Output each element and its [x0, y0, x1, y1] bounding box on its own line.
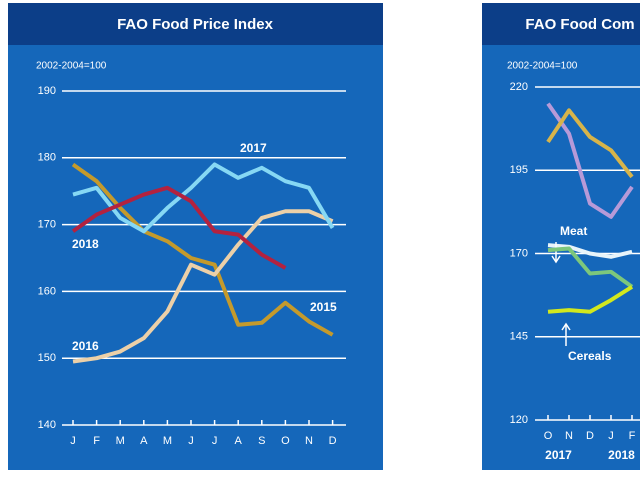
subtitle: 2002-2004=100	[507, 61, 578, 72]
x-tick-label: J	[212, 435, 218, 447]
year-label: 2018	[608, 448, 635, 462]
series-label: 2015	[310, 300, 337, 314]
y-tick-label: 195	[510, 164, 528, 176]
title-bar	[8, 3, 383, 45]
y-tick-label: 170	[38, 219, 56, 231]
x-tick-label: O	[281, 435, 290, 447]
x-tick-label: O	[544, 430, 553, 442]
series-line	[546, 108, 634, 179]
x-tick-label: D	[329, 435, 337, 447]
y-tick-label: 145	[510, 331, 528, 343]
series-line	[72, 209, 334, 364]
x-tick-label: A	[235, 435, 243, 447]
y-tick-label: 120	[510, 414, 528, 426]
title-bar	[482, 3, 640, 45]
series-line	[71, 162, 334, 337]
chart-title: FAO Food Price Index	[117, 16, 274, 33]
y-tick-label: 150	[38, 352, 56, 364]
x-tick-label: J	[188, 435, 194, 447]
series-line	[72, 162, 335, 234]
series-label: 2016	[72, 339, 99, 353]
series-line	[547, 246, 634, 289]
series-label: Meat	[560, 224, 587, 238]
x-tick-label: M	[163, 435, 172, 447]
y-tick-label: 220	[510, 81, 528, 93]
arrow-head	[551, 255, 561, 264]
x-tick-label: J	[70, 435, 76, 447]
y-tick-label: 190	[38, 85, 56, 97]
y-tick-label: 170	[510, 247, 528, 259]
x-tick-label: N	[305, 435, 313, 447]
y-tick-label: 160	[38, 285, 56, 297]
x-tick-label: J	[608, 430, 614, 442]
chart-title: FAO Food Com	[525, 16, 634, 33]
series-line	[71, 185, 287, 270]
x-tick-label: F	[93, 435, 100, 447]
x-tick-label: F	[629, 430, 636, 442]
series-label: 2017	[240, 141, 267, 155]
x-tick-label: M	[116, 435, 125, 447]
y-tick-label: 180	[38, 152, 56, 164]
x-tick-label: N	[565, 430, 573, 442]
series-label: 2018	[72, 237, 99, 251]
subtitle: 2002-2004=100	[36, 61, 107, 72]
x-tick-label: A	[140, 435, 148, 447]
series-label: Cereals	[568, 349, 612, 363]
year-label: 2017	[545, 448, 572, 462]
arrow-head	[561, 322, 571, 331]
panel	[8, 3, 383, 470]
panel	[482, 3, 640, 470]
series-line	[547, 243, 633, 259]
y-tick-label: 140	[38, 419, 56, 431]
x-tick-label: D	[586, 430, 594, 442]
x-tick-label: S	[258, 435, 265, 447]
series-line	[547, 285, 634, 314]
